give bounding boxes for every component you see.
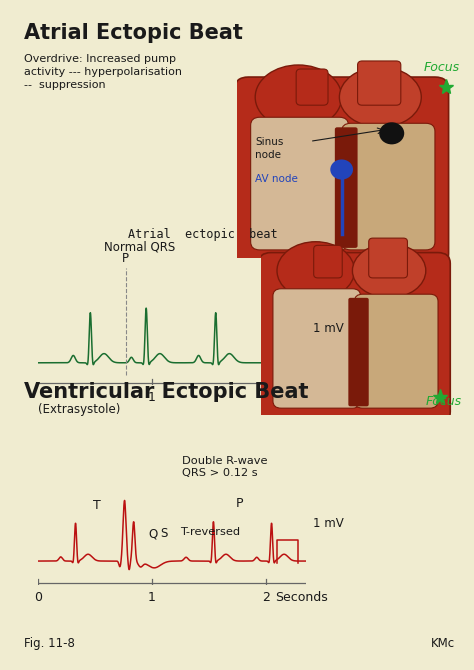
FancyBboxPatch shape — [273, 289, 361, 408]
Text: Atrial Ectopic Beat: Atrial Ectopic Beat — [24, 23, 243, 44]
Text: 1 mV: 1 mV — [313, 517, 344, 531]
Text: (Extrasystole): (Extrasystole) — [38, 403, 120, 416]
Text: 2: 2 — [262, 391, 270, 404]
Text: Normal QRS: Normal QRS — [104, 241, 175, 253]
Text: activity --- hyperpolarisation: activity --- hyperpolarisation — [24, 67, 182, 77]
Text: P: P — [236, 497, 243, 511]
Text: --  suppression: -- suppression — [24, 80, 105, 90]
Text: AV node: AV node — [255, 174, 298, 184]
Text: P: P — [122, 252, 129, 265]
Ellipse shape — [255, 65, 342, 129]
Text: Focus: Focus — [426, 395, 462, 408]
Ellipse shape — [353, 244, 426, 297]
Text: 2: 2 — [262, 591, 270, 604]
Text: Fig. 11-8: Fig. 11-8 — [24, 637, 74, 650]
Text: Q: Q — [148, 527, 158, 540]
FancyBboxPatch shape — [259, 253, 450, 423]
FancyBboxPatch shape — [342, 123, 435, 250]
Text: QRS > 0.12 s: QRS > 0.12 s — [182, 468, 258, 478]
FancyBboxPatch shape — [355, 294, 438, 408]
FancyBboxPatch shape — [335, 127, 357, 248]
FancyBboxPatch shape — [235, 77, 448, 266]
Ellipse shape — [277, 242, 355, 299]
FancyBboxPatch shape — [357, 61, 401, 105]
Text: 1 mV: 1 mV — [313, 322, 344, 335]
Text: T: T — [93, 499, 101, 513]
Text: 1: 1 — [148, 591, 156, 604]
Text: Seconds: Seconds — [275, 391, 328, 404]
Text: Sinus
node: Sinus node — [255, 137, 283, 159]
FancyBboxPatch shape — [296, 69, 328, 105]
Text: T-reversed: T-reversed — [180, 527, 240, 537]
Text: KMc: KMc — [431, 637, 455, 650]
FancyBboxPatch shape — [348, 297, 369, 406]
FancyBboxPatch shape — [369, 238, 408, 278]
FancyBboxPatch shape — [314, 245, 342, 278]
Circle shape — [379, 122, 404, 144]
Text: Atrial  ectopic  beat: Atrial ectopic beat — [128, 228, 278, 241]
Text: S: S — [160, 527, 167, 540]
Ellipse shape — [339, 67, 421, 127]
Text: 0: 0 — [34, 591, 42, 604]
FancyBboxPatch shape — [251, 117, 348, 250]
Text: Double R-wave: Double R-wave — [182, 456, 268, 466]
Text: Seconds: Seconds — [275, 591, 328, 604]
Circle shape — [330, 159, 353, 180]
Text: 1: 1 — [148, 391, 156, 404]
Text: Ventricular Ectopic Beat: Ventricular Ectopic Beat — [24, 382, 308, 402]
Text: Focus: Focus — [424, 61, 460, 74]
Text: Overdrive: Increased pump: Overdrive: Increased pump — [24, 54, 176, 64]
